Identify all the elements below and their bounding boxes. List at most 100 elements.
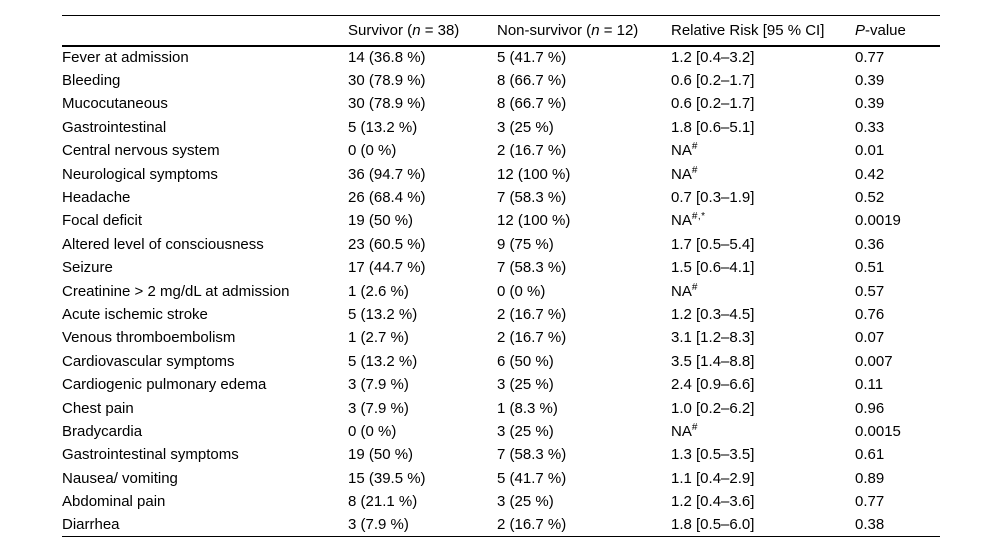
p-value: 0.01 bbox=[855, 142, 885, 160]
relative-risk-value: 1.0 [0.2–6.2] bbox=[671, 396, 855, 419]
header-text: -value bbox=[865, 21, 906, 39]
survivor-value: 5 (13.2 %) bbox=[348, 305, 418, 323]
column-header-symptom bbox=[62, 16, 348, 46]
symptom-label: Neurological symptoms bbox=[62, 165, 218, 183]
survivor-value: 17 (44.7 %) bbox=[348, 259, 426, 277]
table-row: Creatinine > 2 mg/dL at admission 1 (2.6… bbox=[62, 279, 940, 302]
table-row: Cardiovascular symptoms 5 (13.2 %) 6 (50… bbox=[62, 350, 940, 373]
nonsurvivor-value: 7 (58.3 %) bbox=[497, 189, 567, 207]
relative-risk-value: 1.7 [0.5–5.4] bbox=[671, 233, 855, 256]
header-italic-text: n bbox=[591, 21, 600, 39]
header-italic-text: n bbox=[412, 21, 421, 39]
p-value: 0.38 bbox=[855, 516, 885, 534]
symptom-label: Venous thromboembolism bbox=[62, 329, 236, 347]
header-text: Relative Risk [95 % CI] bbox=[671, 21, 825, 39]
column-header-nonsurvivor: Non-survivor (n = 12) bbox=[497, 16, 671, 46]
nonsurvivor-value: 2 (16.7 %) bbox=[497, 142, 567, 160]
relative-risk-text: 1.8 [0.5–6.0] bbox=[671, 516, 755, 534]
nonsurvivor-value: 1 (8.3 %) bbox=[497, 399, 558, 417]
nonsurvivor-value: 2 (16.7 %) bbox=[497, 305, 567, 323]
relative-risk-value: 1.2 [0.4–3.2] bbox=[671, 46, 855, 69]
footnote-marker: # bbox=[691, 164, 698, 176]
table-row: Acute ischemic stroke 5 (13.2 %) 2 (16.7… bbox=[62, 303, 940, 326]
nonsurvivor-value: 3 (25 %) bbox=[497, 493, 554, 511]
table-row: Abdominal pain 8 (21.1 %) 3 (25 %) 1.2 [… bbox=[62, 490, 940, 513]
nonsurvivor-value: 3 (25 %) bbox=[497, 376, 554, 394]
p-value: 0.96 bbox=[855, 399, 885, 417]
p-value: 0.11 bbox=[855, 376, 884, 394]
relative-risk-text: 0.6 [0.2–1.7] bbox=[671, 95, 755, 113]
symptom-label: Diarrhea bbox=[62, 516, 120, 534]
relative-risk-value: 1.8 [0.6–5.1] bbox=[671, 116, 855, 139]
survivor-value: 26 (68.4 %) bbox=[348, 189, 426, 207]
symptom-label: Abdominal pain bbox=[62, 493, 166, 511]
relative-risk-text: 3.1 [1.2–8.3] bbox=[671, 329, 755, 347]
table-row: Nausea/ vomiting 15 (39.5 %) 5 (41.7 %) … bbox=[62, 467, 940, 490]
table-row: Altered level of consciousness 23 (60.5 … bbox=[62, 233, 940, 256]
survivor-value: 8 (21.1 %) bbox=[348, 493, 418, 511]
p-value: 0.89 bbox=[855, 469, 885, 487]
p-value: 0.0015 bbox=[855, 422, 901, 440]
relative-risk-text: 1.3 [0.5–3.5] bbox=[671, 446, 755, 464]
footnote-marker: #,* bbox=[691, 211, 706, 223]
table-row: Venous thromboembolism 1 (2.7 %) 2 (16.7… bbox=[62, 326, 940, 349]
nonsurvivor-value: 2 (16.7 %) bbox=[497, 329, 567, 347]
header-text: = 38) bbox=[420, 21, 460, 39]
table-row: Cardiogenic pulmonary edema 3 (7.9 %) 3 … bbox=[62, 373, 940, 396]
nonsurvivor-value: 2 (16.7 %) bbox=[497, 516, 567, 534]
symptom-label: Headache bbox=[62, 189, 131, 207]
relative-risk-value: 0.6 [0.2–1.7] bbox=[671, 92, 855, 115]
survivor-value: 30 (78.9 %) bbox=[348, 95, 426, 113]
symptom-label: Seizure bbox=[62, 259, 113, 277]
nonsurvivor-value: 7 (58.3 %) bbox=[497, 446, 567, 464]
p-value: 0.33 bbox=[855, 118, 885, 136]
table-row: Gastrointestinal symptoms 19 (50 %) 7 (5… bbox=[62, 443, 940, 466]
header-italic-text: P bbox=[855, 21, 866, 39]
relative-risk-value: 1.1 [0.4–2.9] bbox=[671, 467, 855, 490]
nonsurvivor-value: 5 (41.7 %) bbox=[497, 469, 567, 487]
p-value: 0.57 bbox=[855, 282, 885, 300]
relative-risk-value: 1.8 [0.5–6.0] bbox=[671, 513, 855, 536]
relative-risk-text: NA bbox=[671, 422, 692, 440]
relative-risk-text: 2.4 [0.9–6.6] bbox=[671, 376, 755, 394]
survivor-value: 5 (13.2 %) bbox=[348, 118, 418, 136]
nonsurvivor-value: 7 (58.3 %) bbox=[497, 259, 567, 277]
nonsurvivor-value: 12 (100 %) bbox=[497, 165, 571, 183]
relative-risk-text: NA bbox=[671, 282, 692, 300]
survivor-value: 23 (60.5 %) bbox=[348, 235, 426, 253]
relative-risk-value: 3.5 [1.4–8.8] bbox=[671, 350, 855, 373]
table-row: Central nervous system 0 (0 %) 2 (16.7 %… bbox=[62, 139, 940, 162]
relative-risk-text: 1.5 [0.6–4.1] bbox=[671, 259, 755, 277]
p-value: 0.52 bbox=[855, 189, 885, 207]
p-value: 0.77 bbox=[855, 493, 885, 511]
relative-risk-text: NA bbox=[671, 165, 692, 183]
p-value: 0.07 bbox=[855, 329, 885, 347]
nonsurvivor-value: 8 (66.7 %) bbox=[497, 72, 567, 90]
relative-risk-text: 1.2 [0.4–3.2] bbox=[671, 49, 755, 67]
table-row: Seizure 17 (44.7 %) 7 (58.3 %) 1.5 [0.6–… bbox=[62, 256, 940, 279]
symptom-label: Bradycardia bbox=[62, 422, 143, 440]
survivor-value: 1 (2.7 %) bbox=[348, 329, 409, 347]
relative-risk-text: 1.0 [0.2–6.2] bbox=[671, 399, 755, 417]
relative-risk-value: NA# bbox=[671, 162, 855, 185]
p-value: 0.51 bbox=[855, 259, 885, 277]
table-body: Fever at admission 14 (36.8 %) 5 (41.7 %… bbox=[62, 46, 940, 537]
nonsurvivor-value: 0 (0 %) bbox=[497, 282, 546, 300]
footnote-marker: # bbox=[691, 421, 698, 433]
survivor-value: 5 (13.2 %) bbox=[348, 352, 418, 370]
relative-risk-value: NA#,* bbox=[671, 209, 855, 232]
header-text: Survivor ( bbox=[348, 21, 413, 39]
nonsurvivor-value: 3 (25 %) bbox=[497, 118, 554, 136]
relative-risk-value: 1.3 [0.5–3.5] bbox=[671, 443, 855, 466]
table-header: Survivor (n = 38) Non-survivor (n = 12) … bbox=[62, 16, 940, 46]
header-text: Non-survivor ( bbox=[497, 21, 592, 39]
relative-risk-value: 0.7 [0.3–1.9] bbox=[671, 186, 855, 209]
column-header-relative-risk: Relative Risk [95 % CI] bbox=[671, 16, 855, 46]
table-row: Chest pain 3 (7.9 %) 1 (8.3 %) 1.0 [0.2–… bbox=[62, 396, 940, 419]
p-value: 0.39 bbox=[855, 95, 885, 113]
relative-risk-text: 1.2 [0.3–4.5] bbox=[671, 305, 755, 323]
table-row: Mucocutaneous 30 (78.9 %) 8 (66.7 %) 0.6… bbox=[62, 92, 940, 115]
survivor-value: 19 (50 %) bbox=[348, 212, 414, 230]
symptom-label: Focal deficit bbox=[62, 212, 143, 230]
relative-risk-text: 1.7 [0.5–5.4] bbox=[671, 235, 755, 253]
